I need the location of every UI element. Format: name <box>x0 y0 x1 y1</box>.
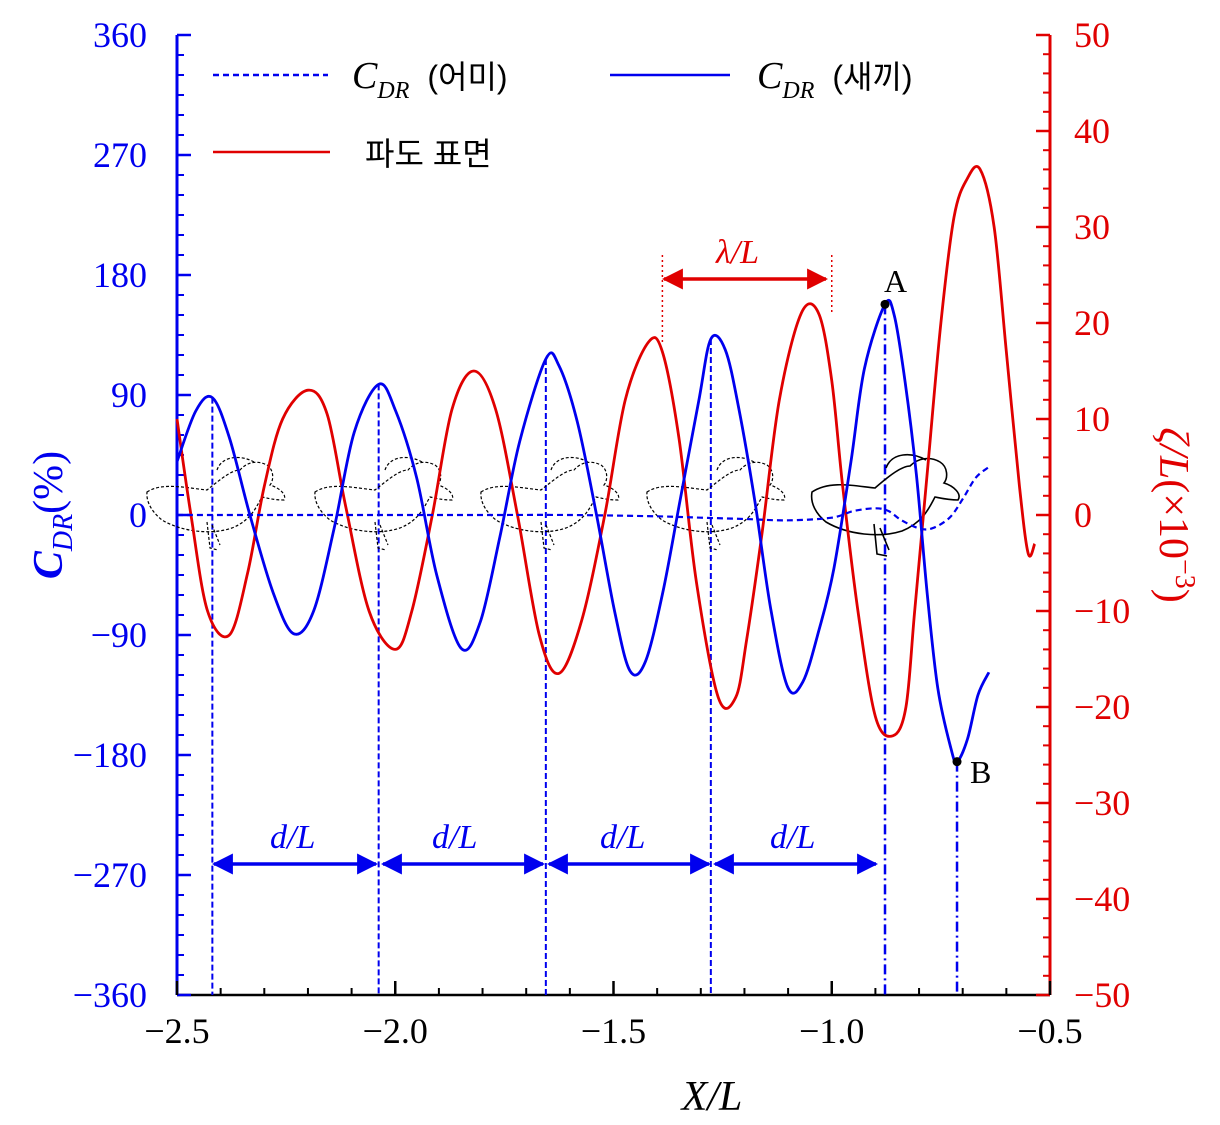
y-right-tick-label: −20 <box>1074 687 1130 727</box>
y-right-tick-label: 40 <box>1074 111 1110 151</box>
y-left-tick-label: 90 <box>111 375 147 415</box>
y-left-tick-label: −180 <box>73 735 147 775</box>
legend: CDR (어미) CDR (새끼) 파도 표면 <box>213 55 913 172</box>
d-label: d/L <box>600 819 645 856</box>
x-tick-label: −1.5 <box>581 1011 646 1051</box>
point-b-marker <box>952 757 962 767</box>
point-a-label: A <box>884 263 907 299</box>
d-label: d/L <box>270 819 315 856</box>
guide-lines <box>211 255 959 995</box>
y-right-tick-label: −40 <box>1074 879 1130 919</box>
y-axis-left-title: CDR(%) <box>26 451 79 579</box>
y-right-tick-label: −50 <box>1074 975 1130 1015</box>
x-tick-label: −2.0 <box>363 1011 428 1051</box>
y-left-tick-label: 270 <box>93 135 147 175</box>
d-label: d/L <box>770 819 815 856</box>
y-right-tick-label: 20 <box>1074 303 1110 343</box>
y-right-tick-label: 10 <box>1074 399 1110 439</box>
tick-marks: −360 −270 −180 −90 0 90 180 270 360 −50 −40 −30 −20 −… <box>73 15 1131 1051</box>
y-left-tick-label: −360 <box>73 975 147 1015</box>
legend-label-child: CDR (새끼) <box>757 55 913 104</box>
series-line-child-cdr <box>175 299 991 764</box>
y-right-tick-label: 30 <box>1074 207 1110 247</box>
y-right-tick-label: 0 <box>1074 495 1092 535</box>
d-label: d/L <box>432 819 477 856</box>
x-tick-label: −2.5 <box>144 1011 209 1051</box>
point-b-label: B <box>970 754 991 790</box>
y-right-tick-label: −30 <box>1074 783 1130 823</box>
point-a-marker <box>880 299 890 309</box>
y-axis-right-title: ζ/L(×10−3) <box>1150 427 1200 603</box>
x-axis-title: X/L <box>680 1074 743 1120</box>
mother-duck-icon <box>810 453 960 557</box>
legend-label-wave: 파도 표면 <box>365 136 492 172</box>
series-line-mother-cdr <box>177 466 990 531</box>
duckling-icon <box>146 456 286 551</box>
duckling-icon <box>314 456 454 551</box>
y-left-tick-label: −270 <box>73 855 147 895</box>
lambda-label: λ/L <box>715 234 759 271</box>
y-right-tick-label: −10 <box>1074 591 1130 631</box>
x-tick-label: −1.0 <box>799 1011 864 1051</box>
y-right-tick-label: 50 <box>1074 15 1110 55</box>
y-left-tick-label: 0 <box>129 495 147 535</box>
series-line-wave-surface <box>175 165 1037 738</box>
x-tick-label: −0.5 <box>1017 1011 1082 1051</box>
duckling-icon <box>646 456 786 551</box>
y-left-tick-label: 360 <box>93 15 147 55</box>
duck-icons <box>146 456 786 551</box>
y-left-tick-label: −90 <box>91 615 147 655</box>
y-left-tick-label: 180 <box>93 255 147 295</box>
legend-label-mother: CDR (어미) <box>352 55 508 104</box>
duckling-icon <box>480 456 620 551</box>
